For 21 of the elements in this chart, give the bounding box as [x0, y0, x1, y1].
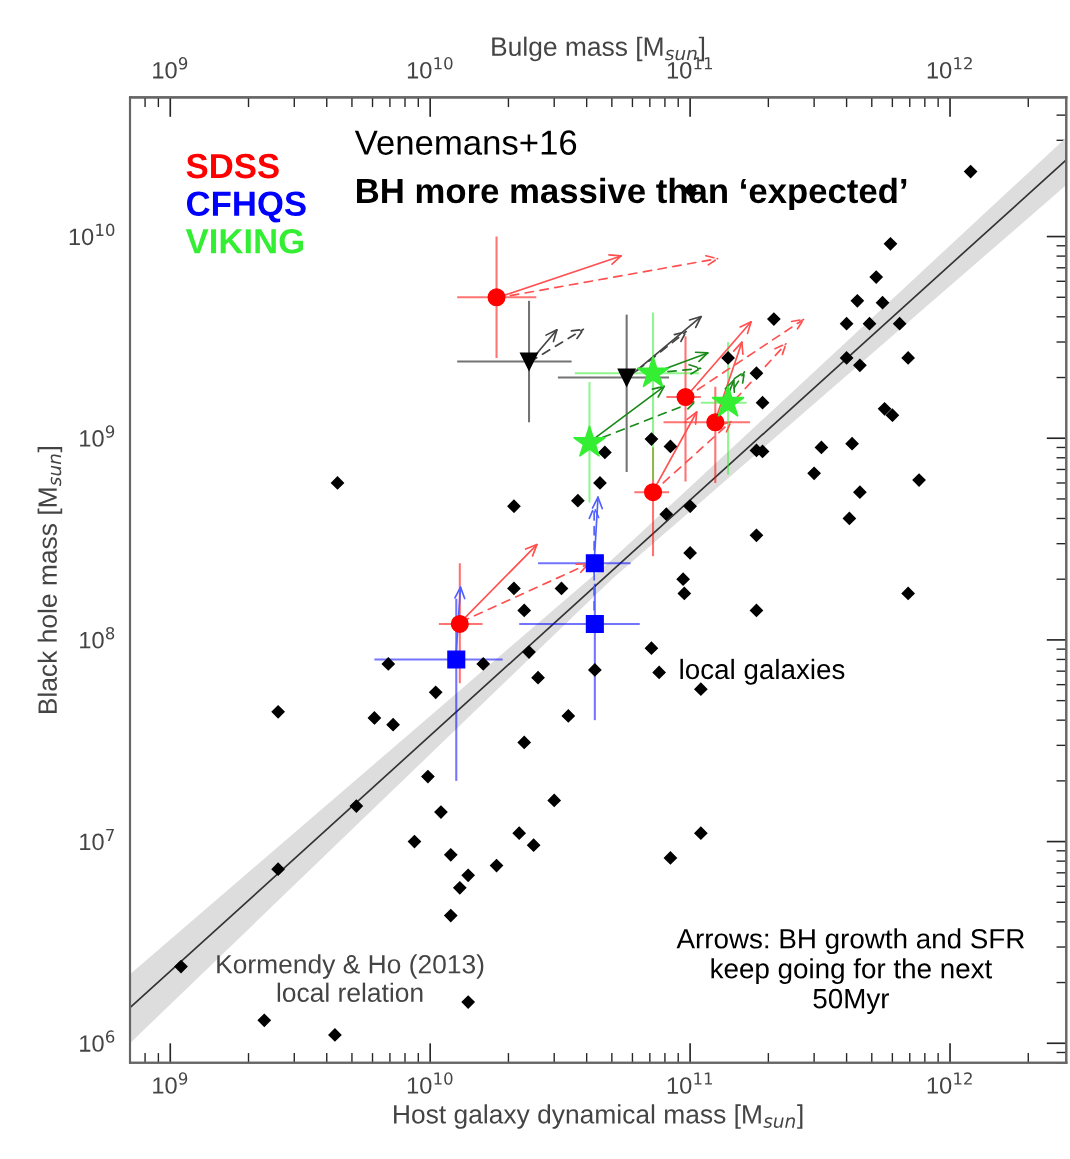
- y-tick-label: 10$^{9}$: [80, 425, 115, 447]
- y-tick-label: 10$^{10}$: [69, 223, 115, 246]
- text: VIKING: [185, 228, 304, 254]
- text: SDSS: [186, 153, 279, 179]
- y-tick-label: 10$^{8}$: [80, 626, 115, 649]
- y-tick-label: 10$^{6}$: [80, 1030, 115, 1052]
- x-axis-title: Host galaxy dynamical mass [M$_{sun}$]: [394, 1104, 803, 1129]
- annotation: Kormendy & Ho (2013) local relation: [217, 954, 484, 1003]
- text: 10$^{12}$: [927, 57, 972, 79]
- text: CFHQS: [186, 191, 306, 223]
- annotation: local galaxies: [680, 658, 845, 685]
- x-tick-label: 10$^{10}$: [407, 1072, 453, 1094]
- y-axis-title: Black hole mass [M$_{sun}$]: [37, 446, 63, 714]
- text: 10$^{10}$: [407, 57, 453, 79]
- y-tick-label: 10$^{7}$: [80, 828, 114, 851]
- annotation: Arrows: BH growth and SFR keep going for the next 50Myr: [676, 928, 1025, 1014]
- x-tick-label: 10$^{9}$: [153, 1072, 188, 1094]
- x-tick-label: 10$^{11}$: [667, 1072, 713, 1094]
- x-tick-label: 10$^{12}$: [927, 1072, 972, 1094]
- text: 10$^{9}$: [153, 57, 188, 79]
- annotation: Venemans+16: [354, 130, 577, 155]
